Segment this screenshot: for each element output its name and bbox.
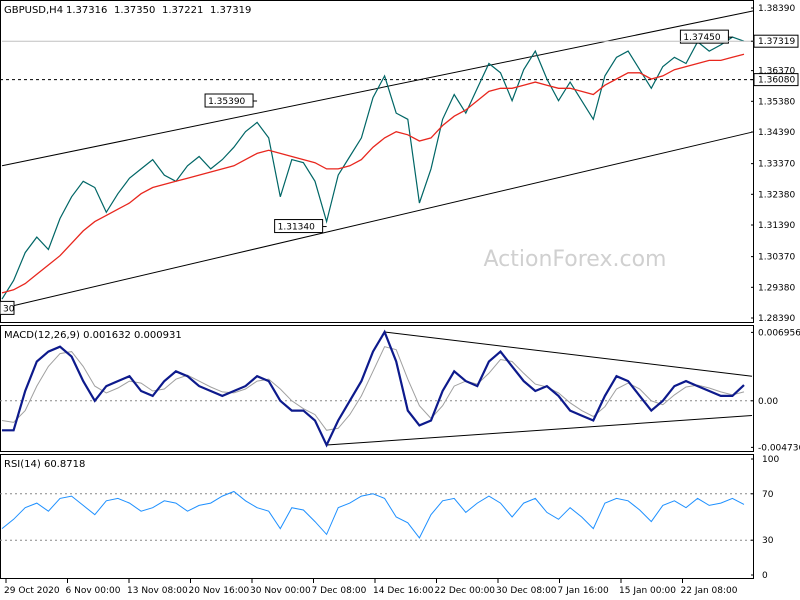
time-tick-label: 22 Jan 08:00 [681, 586, 738, 596]
watermark: ActionForex.com [484, 247, 667, 272]
price-tick-label: 1.38390 [758, 4, 795, 14]
macd-main-line [2, 329, 745, 448]
price-tick-label: 1.37319 [758, 37, 795, 47]
price-pane-frame [0, 0, 754, 323]
ohlc-close: 1.37319 [210, 5, 251, 16]
ohlc-low: 1.37221 [162, 5, 203, 16]
macd-tick-label: 0.00 [758, 397, 778, 407]
macd-label: MACD(12,26,9) 0.001632 0.000931 [4, 330, 182, 341]
price-tick-label: 1.34390 [758, 128, 795, 138]
annotation-label: 1.35390 [208, 97, 245, 107]
annotation-box [0, 300, 15, 315]
time-tick-label: 13 Nov 08:00 [127, 586, 188, 596]
rsi-axis: 100 70 30 0 [751, 455, 779, 581]
rsi-tick-label: 30 [762, 536, 774, 546]
annotation-label: 1.37450 [683, 33, 720, 43]
price-tick-label: 1.33370 [758, 160, 795, 170]
macd-pane: MACD(12,26,9) 0.001632 0.000931 0.006956… [0, 325, 800, 453]
moving-average-line [1, 53, 745, 294]
macd-axis: 0.006956 0.00 -0.004736 [751, 328, 800, 453]
price-pane: ActionForex.com 1.353901.313401.3745030 … [0, 0, 799, 324]
price-tick-label: 1.31390 [758, 221, 795, 231]
rsi-label: RSI(14) 60.8718 [4, 459, 85, 470]
ohlc-open: 1.37316 [66, 5, 107, 16]
macd-trend-upper [384, 331, 753, 377]
channel-lower-line [1, 131, 755, 309]
time-tick-label: 7 Jan 16:00 [558, 586, 610, 596]
macd-trend-lower [326, 415, 753, 446]
time-tick-label: 6 Nov 00:00 [66, 586, 121, 596]
time-tick-label: 29 Oct 2020 [4, 586, 60, 596]
price-tick-label: 1.35380 [758, 97, 795, 107]
time-tick-label: 30 Nov 00:00 [250, 586, 311, 596]
rsi-line [1, 490, 745, 539]
price-tick-label: 1.29380 [758, 283, 795, 293]
price-annotations: 1.35390 1.31340 1.37450 30 [0, 29, 733, 315]
symbol-label: GBPUSD,H4 [4, 5, 63, 16]
price-tick-label: 1.32380 [758, 190, 795, 200]
price-series-line [1, 36, 745, 300]
price-tick-label: 1.30370 [758, 253, 795, 263]
price-tick-label: 1.28390 [758, 314, 795, 324]
macd-tick-label: -0.004736 [758, 443, 800, 453]
macd-trendlines [326, 331, 753, 446]
annotation-label: 30 [3, 304, 15, 314]
time-tick-label: 14 Dec 16:00 [373, 586, 434, 596]
macd-pane-frame [0, 325, 754, 452]
rsi-levels [0, 493, 754, 541]
ohlc-high: 1.37350 [114, 5, 155, 16]
macd-tick-label: 0.006956 [758, 328, 800, 338]
time-axis: 29 Oct 2020 6 Nov 00:00 13 Nov 08:00 20 Nov… [4, 579, 738, 596]
time-tick-label: 30 Dec 08:00 [496, 586, 557, 596]
time-tick-label: 7 Dec 08:00 [312, 586, 367, 596]
rsi-pane: RSI(14) 60.8718 100 70 30 0 [0, 454, 779, 581]
rsi-tick-label: 100 [762, 455, 779, 465]
time-tick-label: 15 Jan 00:00 [619, 586, 676, 596]
price-tick-label: 1.36080 [758, 76, 795, 86]
time-tick-label: 22 Dec 00:00 [435, 586, 496, 596]
rsi-pane-frame [0, 454, 754, 579]
rsi-tick-label: 70 [762, 490, 774, 500]
annotation-label: 1.31340 [278, 223, 315, 233]
rsi-tick-label: 0 [762, 571, 768, 581]
price-tick-label: 1.36370 [758, 67, 795, 77]
time-tick-label: 20 Nov 16:00 [189, 586, 250, 596]
macd-signal-line [1, 346, 745, 431]
